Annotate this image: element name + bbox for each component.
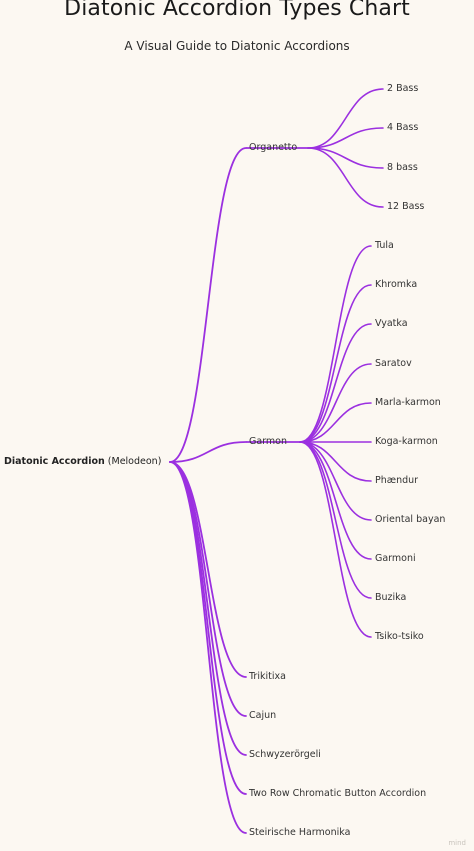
branch-node: Two Row Chromatic Button Accordion: [249, 788, 427, 799]
branch-node: Organetto: [249, 142, 298, 153]
leaf-node: Saratov: [375, 358, 412, 369]
root-note: (Melodeon): [107, 456, 162, 467]
tree-link: [299, 441, 372, 638]
leaf-node: Buzika: [375, 592, 407, 603]
branch-node: Cajun: [249, 710, 277, 721]
tree-link: [299, 363, 372, 443]
leaf-node: 12 Bass: [387, 201, 425, 212]
root-node: Diatonic Accordion (Melodeon): [4, 456, 161, 468]
tree-link: [307, 127, 384, 149]
tree-link: [307, 147, 384, 169]
leaf-node: Tsiko-tsiko: [375, 631, 424, 642]
tree-link: [307, 88, 384, 149]
tree-link: [299, 441, 372, 560]
leaf-node: Oriental bayan: [375, 514, 446, 525]
chart-title: Diatonic Accordion Types Chart: [64, 0, 410, 21]
watermark: mind: [448, 839, 466, 847]
branch-node: Garmon: [249, 436, 288, 447]
branch-node: Schwyzerörgeli: [249, 749, 321, 760]
leaf-node: Khromka: [375, 279, 418, 290]
tree-link: [169, 461, 247, 756]
leaf-node: Phændur: [375, 475, 419, 486]
leaf-node: Tula: [375, 240, 394, 251]
leaf-node: Marla-karmon: [375, 397, 441, 408]
tree-link: [299, 402, 372, 443]
leaf-node: 4 Bass: [387, 122, 419, 133]
tree-link: [299, 245, 372, 443]
branch-node: Steirische Harmonika: [249, 827, 351, 838]
tree-link: [307, 147, 384, 208]
tree-link: [169, 461, 247, 834]
tree-link: [299, 323, 372, 443]
tree-link: [169, 461, 247, 717]
tree-link: [299, 284, 372, 443]
tree-link: [169, 147, 247, 463]
leaf-node: 8 bass: [387, 162, 418, 173]
tree-link: [299, 441, 372, 599]
leaf-node: Garmoni: [375, 553, 416, 564]
leaf-node: Koga-karmon: [375, 436, 438, 447]
tree-link: [299, 441, 372, 482]
root-name: Diatonic Accordion: [4, 456, 105, 467]
chart-subtitle: A Visual Guide to Diatonic Accordions: [124, 39, 350, 53]
tree-link: [169, 441, 247, 463]
leaf-node: Vyatka: [375, 318, 408, 329]
branch-node: Trikitixa: [249, 671, 286, 682]
tree-link: [299, 441, 372, 521]
leaf-node: 2 Bass: [387, 83, 419, 94]
